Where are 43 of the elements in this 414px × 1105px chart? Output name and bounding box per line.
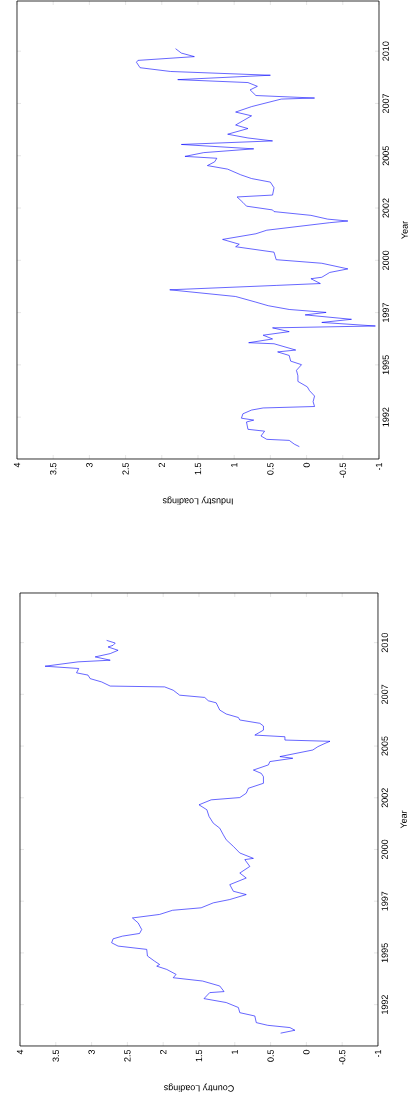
x-tick-label: 3 <box>86 462 93 468</box>
y-tick-label: 2002 <box>382 198 389 218</box>
y-tick-label: 1992 <box>382 407 389 427</box>
y-tick-label: 1997 <box>381 891 388 911</box>
x-tick-label: 2.5 <box>122 462 129 475</box>
y-tick-label: 2005 <box>382 146 389 166</box>
x-tick-label: -1 <box>375 462 383 471</box>
y-tick-label: 1995 <box>382 355 389 375</box>
x-tick-label: 2 <box>158 462 165 468</box>
y-tick-label: 2005 <box>381 736 388 756</box>
x-tick-label: 2 <box>160 1049 167 1055</box>
x-tick-label: -0.5 <box>339 462 346 478</box>
x-tick-label: -1 <box>374 1049 382 1058</box>
x-tick-label: 3.5 <box>50 462 57 475</box>
x-tick-label: 1 <box>231 1049 238 1054</box>
x-tick-label: 0 <box>303 462 310 468</box>
y-axis-title: Year <box>401 221 408 239</box>
y-tick-label: 2007 <box>381 684 388 704</box>
y-tick-label: 2010 <box>381 632 388 653</box>
x-tick-label: 4 <box>16 1049 24 1055</box>
y-tick-label: 2007 <box>382 93 389 114</box>
x-tick-label: 1.5 <box>195 1049 203 1062</box>
x-tick-label: 3 <box>88 1049 95 1055</box>
x-tick-label: 3.5 <box>52 1049 59 1062</box>
x-tick-label: 1.5 <box>194 462 202 475</box>
y-tick-label: 2002 <box>381 788 388 808</box>
y-tick-label: 2010 <box>382 41 389 61</box>
y-tick-label: 2000 <box>381 839 388 860</box>
x-tick-label: 2.5 <box>124 1049 131 1062</box>
x-tick-label: 0.5 <box>267 462 274 475</box>
y-axis-title: Year <box>400 810 407 829</box>
y-tick-label: 1992 <box>381 995 388 1014</box>
x-tick-label: -0.5 <box>338 1049 346 1065</box>
x-axis-title: Country Loadings <box>164 1083 234 1092</box>
y-tick-label: 1995 <box>381 943 388 963</box>
line-series <box>136 48 376 447</box>
x-tick-label: 0 <box>303 1049 310 1055</box>
x-tick-label: 0.5 <box>267 1049 274 1062</box>
x-tick-label: 4 <box>13 462 21 468</box>
y-tick-label: 1997 <box>382 303 389 322</box>
x-axis-title: Industry Loadings <box>162 496 233 505</box>
y-tick-label: 2000 <box>382 250 389 270</box>
x-tick-label: 1 <box>231 462 238 467</box>
